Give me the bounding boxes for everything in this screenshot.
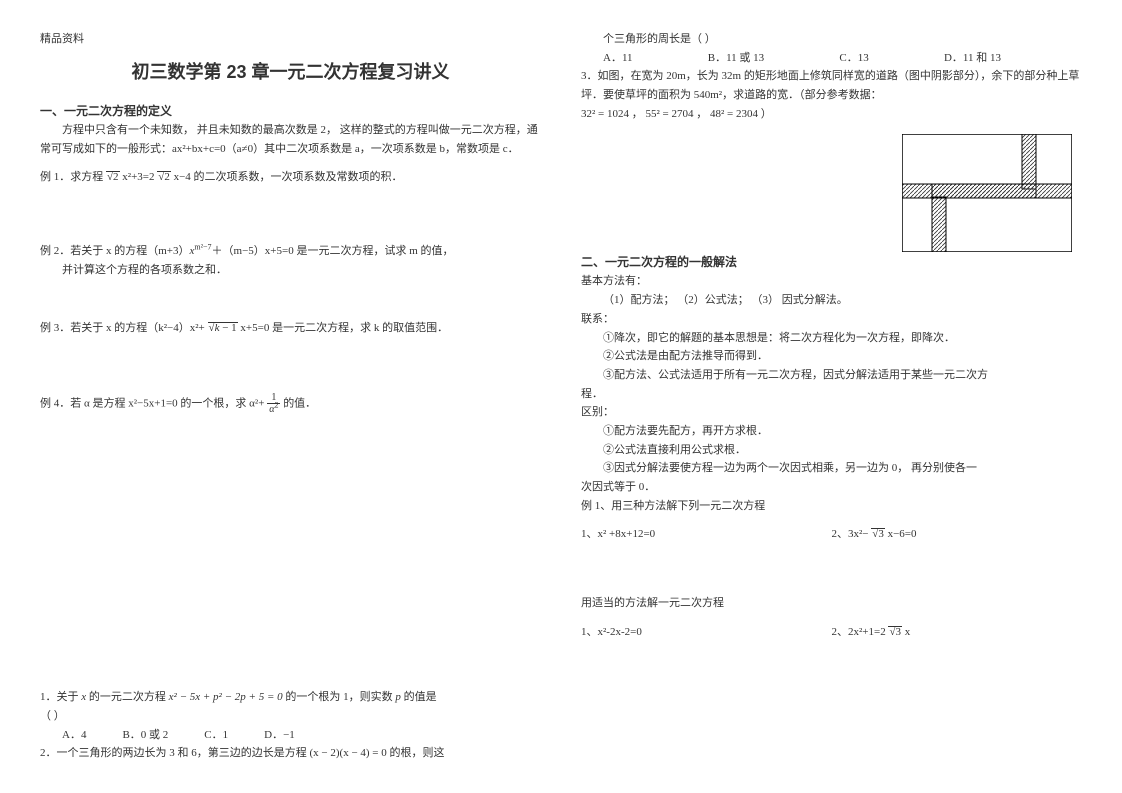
q1-opt-c: C．1 (204, 726, 228, 745)
section1-heading: 一、一元二次方程的定义 (40, 102, 541, 119)
q2-cont: 个三角形的周长是（ ） (581, 30, 1082, 49)
left-column: 精品资料 初三数学第 23 章一元二次方程复习讲义 一、一元二次方程的定义 方程… (40, 30, 551, 763)
q1-c: 的一个根为 1，则实数 (283, 691, 396, 703)
q3-line-b: 32² = 1024 ， 55² = 2704 ， 48² = 2304 ） (581, 105, 1082, 124)
frac-den: α2 (267, 404, 280, 415)
diff-2: ②公式法直接利用公式求根． (581, 441, 1082, 460)
q1-expr: x² − 5x + p² − 2p + 5 = 0 (169, 691, 283, 703)
ex2-exponent: m²−7 (194, 242, 211, 251)
q1-opt-b: B．0 或 2 (122, 726, 168, 745)
example-4: 例 4．若 α 是方程 x²−5x+1=0 的一个根，求 α²+ 1 α2 的值… (40, 393, 541, 415)
q2-opt-d: D．11 和 13 (944, 49, 1001, 68)
q2-line: 2．一个三角形的两边长为 3 和 6，第三边的边长是方程 (x − 2)(x −… (40, 744, 541, 763)
eq2-left: 1、x²-2x-2=0 (581, 623, 832, 642)
section1-def: 方程中只含有一个未知数， 并且未知数的最高次数是 2， 这样的整式的方程叫做一元… (40, 121, 541, 158)
link-2: ②公式法是由配方法推导而得到． (581, 347, 1082, 366)
eq1-left: 1、x² +8x+12=0 (581, 525, 832, 544)
ex-r1-a: 例 1、用三种方法解下列一元二次方程 (581, 500, 765, 512)
example-3: 例 3．若关于 x 的方程（k²−4）x²+ k − 1 x+5=0 是一元二次… (40, 319, 541, 338)
header-corner: 精品资料 (40, 30, 541, 46)
road-diagram (902, 134, 1072, 252)
example-2-line1: 例 2．若关于 x 的方程（m+3）xm²−7＋（m−5）x+5=0 是一元二次… (40, 242, 541, 261)
ex4-fraction: 1 α2 (267, 393, 280, 415)
ex2-prefix: 例 2．若关于 x 的方程（m+3） (40, 245, 190, 257)
suit-label: 用适当的方法解一元二次方程 (581, 594, 1082, 613)
eq-row-2: 1、x²-2x-2=0 2、2x²+1=2 3 x (581, 623, 1082, 642)
right-column: 个三角形的周长是（ ） A．11 B．11 或 13 C．13 D．11 和 1… (571, 30, 1082, 763)
eq1-right: 2、3x²− 3 x−6=0 (832, 525, 1083, 544)
ex-r1-highlight (768, 500, 823, 512)
link-label: 联系： (581, 310, 1082, 329)
q2-options: A．11 B．11 或 13 C．13 D．11 和 13 (581, 49, 1021, 68)
diff-3b: 次因式等于 0． (581, 478, 1082, 497)
link-1: ①降次，即它的解题的基本思想是：将二次方程化为一次方程，即降次． (581, 329, 1082, 348)
eq2-right: 2、2x²+1=2 3 x (832, 623, 1083, 642)
q1-b: 的一元二次方程 (86, 691, 169, 703)
eq-row-1: 1、x² +8x+12=0 2、3x²− 3 x−6=0 (581, 525, 1082, 544)
q1-opt-a: A．4 (62, 726, 86, 745)
diff-3a: ③因式分解法要使方程一边为两个一次因式相乘，另一边为 0， 再分别使各一 (581, 459, 1082, 478)
example-2-line2: 并计算这个方程的各项系数之和． (40, 261, 541, 280)
ex4-prefix: 例 4．若 α 是方程 x²−5x+1=0 的一个根，求 α²+ (40, 398, 264, 410)
q1-a: 1．关于 (40, 691, 81, 703)
ex4-suffix: 的值． (283, 398, 316, 410)
q2-opt-a: A．11 (603, 49, 633, 68)
q1-line: 1．关于 x 的一元二次方程 x² − 5x + p² − 2p + 5 = 0… (40, 688, 541, 707)
diff-1: ①配方法要先配方，再开方求根． (581, 422, 1082, 441)
example-1: 例 1．求方程 2 x²+3=2 2 x−4 的二次项系数，一次项系数及常数项的… (40, 168, 541, 187)
q1-blank: （ ） (40, 707, 541, 726)
q2-opt-c: C．13 (839, 49, 868, 68)
ex2-suffix: ＋（m−5）x+5=0 是一元二次方程，试求 m 的值， (212, 245, 454, 257)
basic-label: 基本方法有： (581, 272, 1082, 291)
basic-methods: （1）配方法； （2）公式法； （3） 因式分解法。 (581, 291, 1082, 310)
q3-line-a: 3．如图，在宽为 20m，长为 32m 的矩形地面上修筑同样宽的道路（图中阴影部… (581, 67, 1082, 104)
diff-label: 区别： (581, 403, 1082, 422)
page-title: 初三数学第 23 章一元二次方程复习讲义 (40, 58, 541, 84)
q1-d: 的值是 (401, 691, 437, 703)
q2-opt-b: B．11 或 13 (708, 49, 764, 68)
link-3a: ③配方法、公式法适用于所有一元二次方程，因式分解法适用于某些一元二次方 (581, 366, 1082, 385)
q1-opt-d: D．−1 (264, 726, 295, 745)
link-3b: 程． (581, 385, 1082, 404)
q1-options: A．4 B．0 或 2 C．1 D．−1 (40, 726, 541, 745)
ex-r1: 例 1、用三种方法解下列一元二次方程 (581, 497, 1082, 516)
section2-heading: 二、一元二次方程的一般解法 (581, 253, 1082, 270)
